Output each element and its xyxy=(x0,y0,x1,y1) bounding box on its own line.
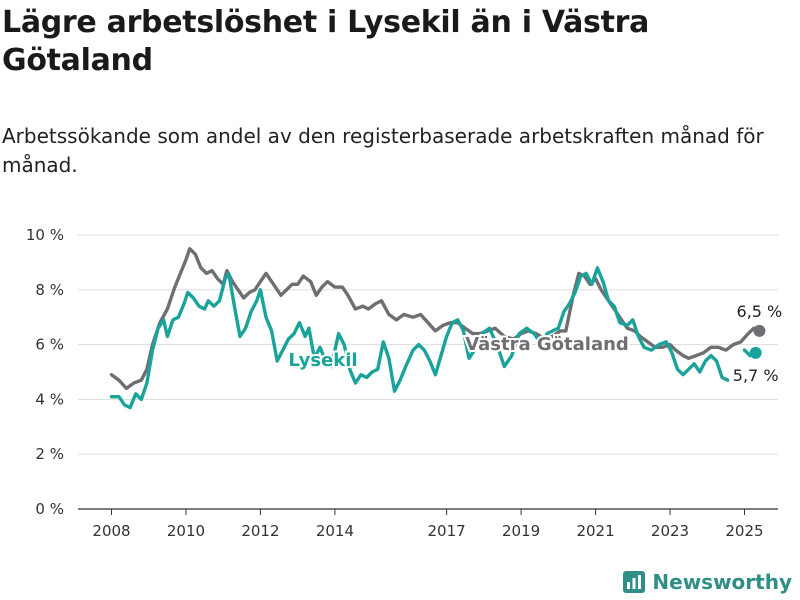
newsworthy-logo-icon xyxy=(623,571,646,593)
chart-title: Lägre arbetslöshet i Lysekil än i Västra… xyxy=(2,5,650,78)
x-tick-label: 2008 xyxy=(92,522,130,540)
x-tick-label: 2012 xyxy=(241,522,279,540)
vastra-gotaland-label: Västra Götaland xyxy=(465,334,629,355)
series-lines xyxy=(109,247,766,410)
grid-lines xyxy=(78,234,778,510)
y-tick-label: 10 % xyxy=(26,226,64,244)
lysekil-end-point xyxy=(749,346,762,359)
y-tick-label: 4 % xyxy=(35,390,64,408)
x-tick-label: 2025 xyxy=(725,522,763,540)
brand-name: Newsworthy xyxy=(652,570,792,594)
newsworthy-brand: Newsworthy xyxy=(622,570,792,594)
y-tick-label: 0 % xyxy=(35,500,64,518)
lysekil-end-value: 5,7 % xyxy=(733,366,779,385)
vastra-gotaland-line xyxy=(109,247,762,391)
vastra-gotaland-end-point xyxy=(753,324,766,337)
x-tick-label: 2010 xyxy=(167,522,205,540)
y-tick-label: 6 % xyxy=(35,336,64,354)
y-tick-label: 8 % xyxy=(35,281,64,299)
x-tick-label: 2021 xyxy=(576,522,614,540)
y-tick-label: 2 % xyxy=(35,445,64,463)
x-tick-label: 2014 xyxy=(316,522,354,540)
vastra-gotaland-end-value: 6,5 % xyxy=(737,302,783,321)
series-labels: Västra Götaland Lysekil 6,5 % 5,7 % xyxy=(286,302,783,385)
x-tick-label: 2023 xyxy=(651,522,689,540)
x-tick-label: 2019 xyxy=(502,522,540,540)
x-tick-label: 2017 xyxy=(428,522,466,540)
x-axis-ticks: 2008 2010 2012 2014 2017 2019 2021 2023 2025 xyxy=(92,509,764,540)
lysekil-line xyxy=(109,266,758,410)
lysekil-label: Lysekil xyxy=(288,350,357,371)
chart-subtitle: Arbetssökande som andel av den registerb… xyxy=(2,124,764,177)
y-axis-ticks: 0 % 2 % 4 % 6 % 8 % 10 % xyxy=(26,226,64,518)
